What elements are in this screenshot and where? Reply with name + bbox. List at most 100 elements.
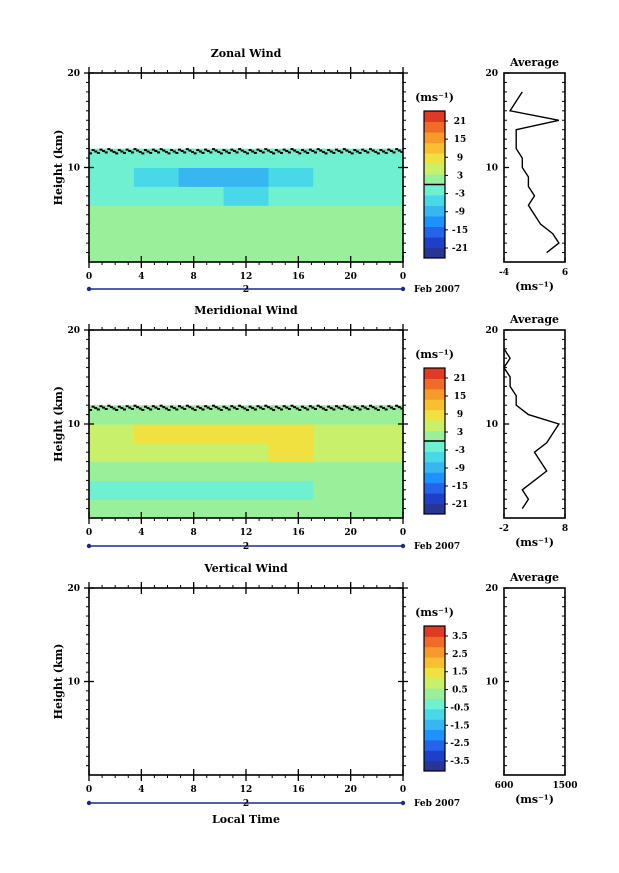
contour-speck [193,152,197,155]
average-y-tick-label: 10 [485,420,498,430]
x-tick-label: 0 [86,785,92,795]
contour-speck [253,408,257,411]
contour-speck [280,151,284,154]
contour-speck [89,152,92,155]
average-unit: (ms⁻¹) [515,280,554,293]
colorbar-segment [424,739,445,751]
heatmap-cell [178,499,225,519]
contour-speck [261,151,265,154]
contour-speck [167,152,171,155]
contour-speck [342,148,346,151]
y-tick-label: 20 [67,326,80,336]
colorbar-segment [424,698,445,710]
colorbar-tick-label: 9 [457,153,463,163]
colorbar-segment [424,482,445,494]
contour-speck [99,405,103,408]
heatmap-cell [133,224,180,244]
contour-speck [389,150,393,153]
contour-speck [214,149,218,152]
contour-speck [382,150,386,153]
heatmap-cell [223,424,269,444]
day-axis-start-dot [86,543,92,549]
average-title: Average [509,56,559,69]
colorbar-segment [424,378,445,390]
average-x-tick-label: 6 [562,268,568,278]
x-tick-label: 4 [138,528,144,538]
x-tick-label: 16 [292,528,305,538]
contour-speck [314,408,318,411]
contour-speck [379,405,383,408]
heatmap-cell [358,499,404,519]
heatmap-cell [223,243,269,263]
contour-speck [123,408,127,411]
colorbar-unit: (ms⁻¹) [415,348,454,361]
colorbar-tick-label: 1.5 [452,668,468,678]
day-axis-end-dot [400,800,406,806]
contour-speck [109,149,113,152]
contour-speck [222,149,226,152]
heatmap-cell [133,243,180,263]
contour-speck [342,404,346,407]
contour-speck [177,405,181,408]
x-tick-label: 4 [138,272,144,282]
colorbar-tick-label: 3 [457,428,463,438]
contour-speck [146,150,150,153]
contour-speck [136,149,140,152]
contour-speck [209,151,213,154]
contour-speck [157,151,161,154]
contour-speck [266,406,270,409]
heatmap-cell [268,186,314,206]
average-unit: (ms⁻¹) [515,536,554,549]
contour-speck [285,406,289,409]
contour-speck [366,151,370,154]
contour-speck [269,407,273,410]
contour-speck [117,149,121,152]
heatmap-cell [268,424,314,444]
heatmap-cell [358,243,404,263]
contour-speck [217,407,221,410]
contour-speck [128,406,132,409]
contour-speck [149,151,153,154]
heatmap-cell [89,205,135,225]
average-title: Average [509,571,559,584]
contour-speck [193,408,197,411]
contour-speck [314,151,318,154]
contour-speck [243,407,247,410]
contour-speck [395,148,399,151]
heatmap-cell [313,224,359,244]
contour-speck [316,148,320,151]
heatmap-field [89,404,404,519]
x-tick-label: 16 [292,785,305,795]
contour-speck [133,404,137,407]
colorbar-segment [424,719,445,731]
contour-speck [361,148,365,151]
contour-speck [259,150,263,153]
heatmap-cell [358,167,404,187]
heatmap-cell [313,424,359,444]
colorbar-segment [424,646,445,658]
day-label: 2 [243,542,249,552]
contour-speck [217,150,221,153]
colorbar-segment [424,626,445,637]
colorbar-segment [424,184,445,196]
contour-speck [264,148,268,151]
contour-speck [327,149,331,152]
contour-speck [256,405,260,408]
contour-speck [232,406,236,409]
contour-speck [400,150,404,153]
heatmap-cell [268,499,314,519]
contour-speck [353,149,357,152]
contour-speck [99,148,103,151]
heatmap-cell [89,186,135,206]
heatmap-cell [223,186,269,206]
contour-speck [130,408,134,411]
heatmap-cell [268,461,314,481]
contour-speck [332,408,336,411]
contour-speck [238,148,242,151]
colorbar-segment [424,121,445,133]
heatmap-cell [313,205,359,225]
contour-speck [272,152,276,155]
colorbar-segment [424,132,445,143]
heatmap-cell [223,405,269,425]
contour-speck [191,150,195,153]
